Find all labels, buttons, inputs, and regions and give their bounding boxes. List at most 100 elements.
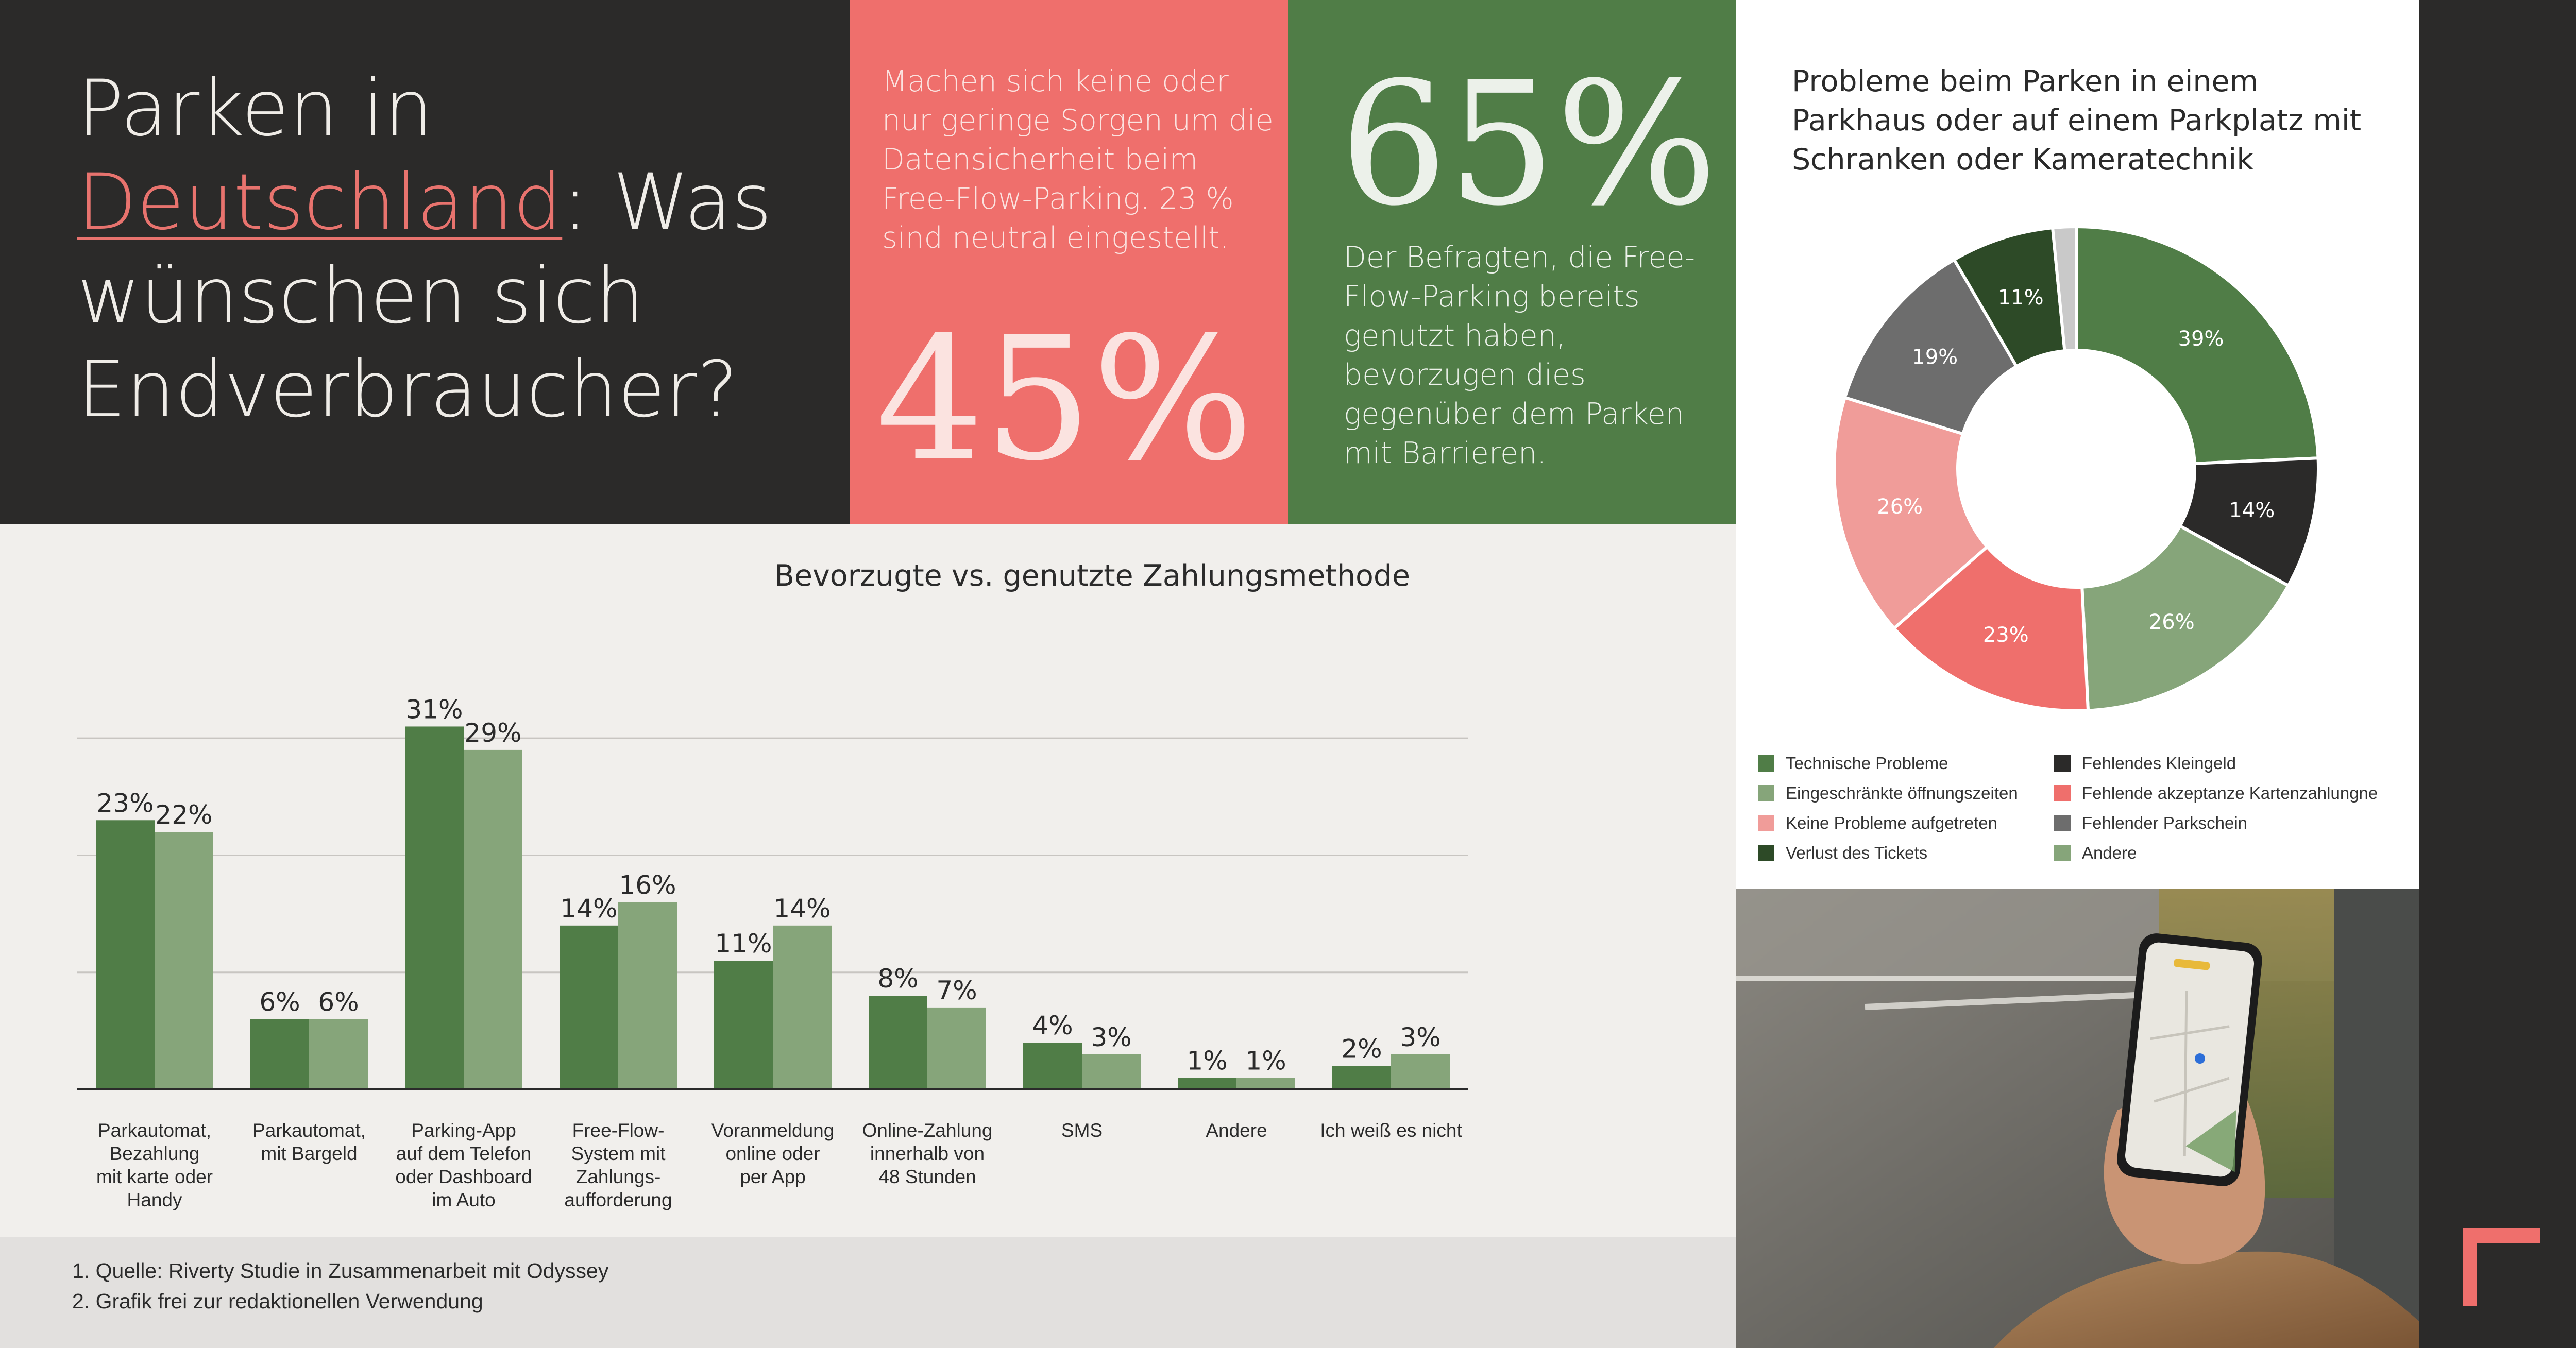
- footnote-usage: 2. Grafik frei zur redaktionellen Verwen…: [72, 1289, 483, 1313]
- stat-green-value: 65%: [1340, 45, 1718, 243]
- bar-value-label: 11%: [715, 929, 772, 959]
- donut-slice: [2080, 524, 2291, 711]
- legend-item: Fehlender Parkschein: [2054, 812, 2384, 834]
- legend-item: Keine Probleme aufgetreten: [1758, 812, 2054, 834]
- bar-value-label: 8%: [877, 964, 918, 994]
- x-tick-label: Ich weiß es nicht: [1320, 1120, 1462, 1141]
- donut-slice-label: 14%: [2229, 499, 2275, 522]
- photo-illustration: [1736, 889, 2419, 1348]
- footnotes: 1. Quelle: Riverty Studie in Zusammenarb…: [72, 1256, 608, 1317]
- bar-value-label: 7%: [936, 976, 977, 1005]
- donut-slice: [2075, 227, 2318, 466]
- donut-slice-label: 39%: [2178, 327, 2224, 351]
- donut-slice-label: 19%: [1912, 346, 1958, 369]
- legend-label: Fehlender Parkschein: [2082, 813, 2248, 832]
- x-tick-label: Voranmeldung online oder per App: [711, 1120, 835, 1187]
- legend-swatch: [1758, 785, 1774, 801]
- bar: [560, 925, 618, 1089]
- bar: [405, 726, 464, 1089]
- bar: [773, 925, 832, 1089]
- bar-value-label: 1%: [1187, 1046, 1227, 1076]
- legend-item: Fehlendes Kleingeld: [2054, 752, 2384, 775]
- stat-pink-value: 45%: [876, 300, 1254, 498]
- legend-swatch: [2054, 815, 2071, 831]
- bar-chart: 23% 22% Parkautomat, Bezahlung mit karte ode…: [77, 694, 1468, 1210]
- donut-slice: [1834, 396, 1990, 630]
- footnote-source: 1. Quelle: Riverty Studie in Zusammenarb…: [72, 1259, 609, 1283]
- legend-label: Fehlende akzeptanze Kartenzahlungne: [2082, 783, 2378, 803]
- bar-value-label: 29%: [464, 718, 521, 748]
- bar-value-label: 1%: [1245, 1046, 1286, 1076]
- bar-value-label: 3%: [1400, 1022, 1440, 1052]
- bar-value-label: 2%: [1341, 1034, 1382, 1064]
- x-tick-label: Free-Flow-System mit Zahlungs-aufforderun…: [564, 1120, 672, 1210]
- bar: [714, 961, 773, 1089]
- bar: [155, 832, 213, 1089]
- photo-phone-parking-app: [1736, 889, 2419, 1348]
- x-tick-label: Parking-App auf dem Telefon oder Dashboard…: [395, 1120, 532, 1210]
- x-tick-label: SMS: [1061, 1120, 1103, 1141]
- bar-value-label: 14%: [773, 894, 831, 924]
- bar: [464, 749, 522, 1089]
- stat-panel-green: [1288, 0, 1736, 524]
- bar-value-label: 6%: [259, 987, 300, 1017]
- bar: [869, 996, 927, 1089]
- bar-value-label: 3%: [1091, 1022, 1131, 1052]
- bar: [927, 1007, 986, 1089]
- headline-panel: [0, 0, 850, 524]
- donut-slice-label: 26%: [2149, 610, 2195, 634]
- legend-item: Technische Probleme: [1758, 752, 2054, 775]
- bar-value-label: 4%: [1032, 1011, 1073, 1040]
- legend-item: Eingeschränkte öffnungszeiten: [1758, 782, 2054, 805]
- bar: [1236, 1078, 1295, 1089]
- x-tick-label: Parkautomat, Bezahlung mit karte oder Handy: [96, 1120, 213, 1210]
- bar: [309, 1019, 368, 1089]
- donut-legend: Technische Probleme Fehlendes Kleingeld Ei…: [1758, 752, 2412, 864]
- title-part-1: Parken in: [77, 64, 433, 153]
- legend-label: Andere: [2082, 843, 2137, 862]
- bar-value-label: 14%: [560, 894, 617, 924]
- bar: [1391, 1054, 1450, 1089]
- legend-swatch: [1758, 755, 1774, 772]
- x-tick-label: Parkautomat, mit Bargeld: [252, 1120, 366, 1164]
- bar-chart-title: Bevorzugte vs. genutzte Zahlungsmethode: [774, 559, 1411, 593]
- bar: [1178, 1078, 1236, 1089]
- bar: [1332, 1066, 1391, 1089]
- donut-chart-title: Probleme beim Parken in einem Parkhaus o…: [1792, 64, 2362, 177]
- legend-swatch: [2054, 755, 2071, 772]
- legend-item: Fehlende akzeptanze Kartenzahlungne: [2054, 782, 2384, 805]
- x-tick-label: Andere: [1206, 1120, 1267, 1141]
- stat-green-text: Der Befragten, die Free-Flow-Parking ber…: [1344, 241, 1696, 470]
- page-title: Parken in Deutschland: Was wünschen sich …: [77, 62, 824, 437]
- bar-value-label: 16%: [619, 870, 676, 900]
- legend-label: Eingeschränkte öffnungszeiten: [1786, 783, 2018, 803]
- side-strip: [2419, 0, 2576, 1348]
- legend-item: Verlust des Tickets: [1758, 842, 2054, 864]
- legend-label: Technische Probleme: [1786, 754, 1948, 773]
- legend-label: Keine Probleme aufgetreten: [1786, 813, 1997, 832]
- legend-label: Fehlendes Kleingeld: [2082, 754, 2236, 773]
- legend-swatch: [1758, 845, 1774, 861]
- donut-slice: [2178, 456, 2318, 588]
- donut-slice-label: 11%: [1998, 286, 2044, 310]
- bar-value-label: 22%: [155, 800, 212, 830]
- legend-swatch: [2054, 785, 2071, 801]
- legend-item: Andere: [2054, 842, 2384, 864]
- bar-value-label: 23%: [96, 788, 154, 818]
- bar: [250, 1019, 309, 1089]
- legend-label: Verlust des Tickets: [1786, 843, 1928, 862]
- donut-chart: 39% 14% 26% 23% 26% 19% 11%: [1834, 227, 2318, 711]
- bar: [618, 902, 677, 1089]
- footer: [0, 1237, 1736, 1348]
- donut-slice: [1843, 258, 2019, 436]
- donut-slice: [2050, 227, 2078, 353]
- corner-bracket-logo: [2463, 1228, 2540, 1306]
- bar-value-label: 31%: [405, 694, 463, 724]
- x-tick-label: Online-Zahlung innerhalb von 48 Stunden: [862, 1120, 993, 1187]
- stat-panel-pink: [850, 0, 1288, 524]
- donut-slice-label: 26%: [1877, 495, 1923, 519]
- bar: [1023, 1043, 1082, 1089]
- bar-value-label: 6%: [318, 987, 359, 1017]
- bar: [1082, 1054, 1141, 1089]
- stat-pink-text: Machen sich keine oder nur geringe Sorge…: [882, 64, 1274, 255]
